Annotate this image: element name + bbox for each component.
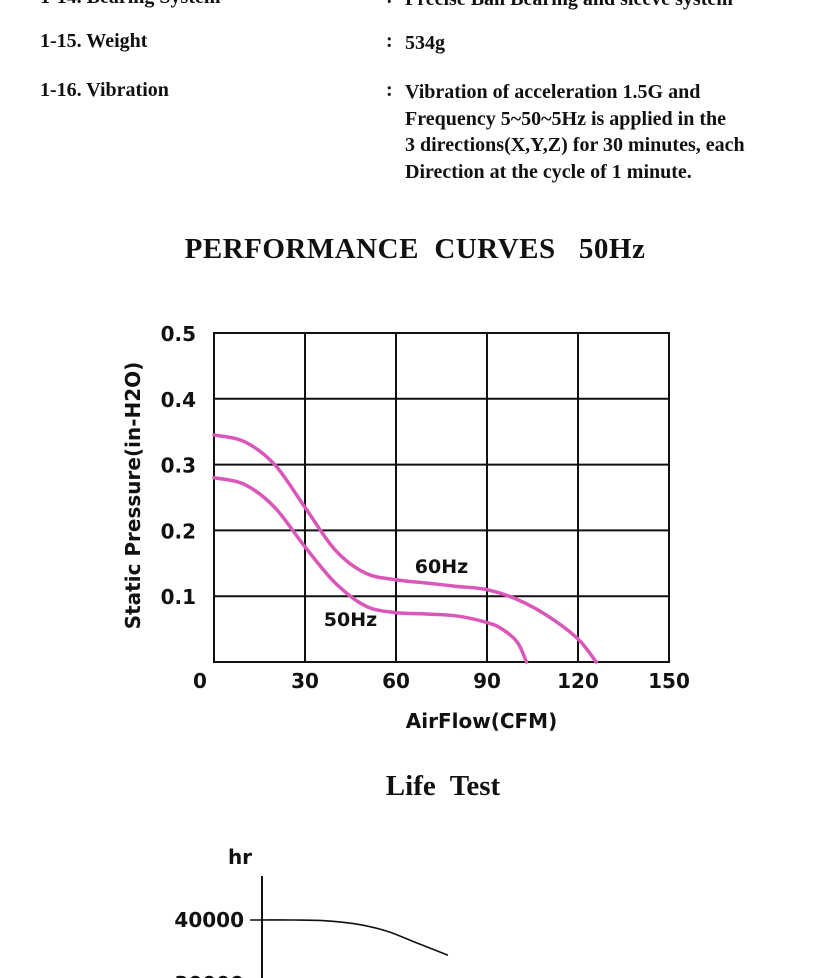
x-tick-label: 60 [382, 669, 410, 693]
y-tick-label: 0.2 [161, 519, 196, 543]
x-tick-label: 120 [557, 669, 599, 693]
x-tick-label: 0 [193, 669, 207, 693]
spec-label: 1-15. Weight [40, 30, 148, 52]
spec-colon: : [386, 30, 393, 52]
spec-value-line: Vibration of acceleration 1.5G and [405, 81, 701, 103]
spec-value-line: Direction at the cycle of 1 minute. [405, 160, 692, 183]
spec-colon: : [386, 0, 393, 9]
x-tick-label: 90 [473, 669, 501, 693]
life-test-title: Life Test [385, 770, 501, 802]
spec-colon: : [386, 79, 393, 101]
life-curve [261, 919, 449, 956]
series-label-50hz: 50Hz [324, 609, 377, 631]
spec-value: 534g [405, 30, 805, 57]
spec-label: 1-16. Vibration [40, 79, 169, 101]
performance-title: PERFORMANCE CURVES 50Hz [184, 233, 646, 265]
x-axis-label: AirFlow(CFM) [406, 709, 557, 733]
performance-chart: 0 30 60 90 120 150 0.1 0.2 0.3 0.4 0.5 AirFlow(CFM)… [121, 322, 690, 733]
y-tick-label: 0.3 [161, 454, 196, 478]
life-test-chart: hr 40000 30000 [174, 845, 449, 978]
y-tick-label: 30000 [174, 972, 244, 978]
y-axis-label: Static Pressure(in-H2O) [121, 362, 145, 630]
series-line-60hz [212, 433, 598, 664]
y-tick-label: 0.5 [161, 322, 196, 346]
plot-frame [213, 332, 670, 663]
spec-value-line: 534g [405, 32, 445, 54]
y-tick-label: 0.1 [161, 585, 196, 609]
spec-value-line: Frequency 5~50~5Hz is applied in the [405, 107, 727, 130]
spec-value: Precise Ball Bearing and sleeve system [405, 0, 805, 13]
spec-label: 1-14. Bearing System [40, 0, 221, 9]
series-label-60hz: 60Hz [415, 556, 468, 578]
x-tick-label: 150 [648, 669, 690, 693]
y-tick-label: 0.4 [161, 388, 196, 412]
y-tick-label: 40000 [174, 908, 244, 932]
spec-value-line: Precise Ball Bearing and sleeve system [405, 0, 805, 13]
series-line-50hz [212, 476, 529, 664]
spec-value: Vibration of acceleration 1.5G and Frequ… [405, 79, 805, 185]
spec-value-line: 3 directions(X,Y,Z) for 30 minutes, each [405, 134, 745, 156]
x-tick-label: 30 [291, 669, 319, 693]
y-axis-label: hr [228, 845, 252, 869]
